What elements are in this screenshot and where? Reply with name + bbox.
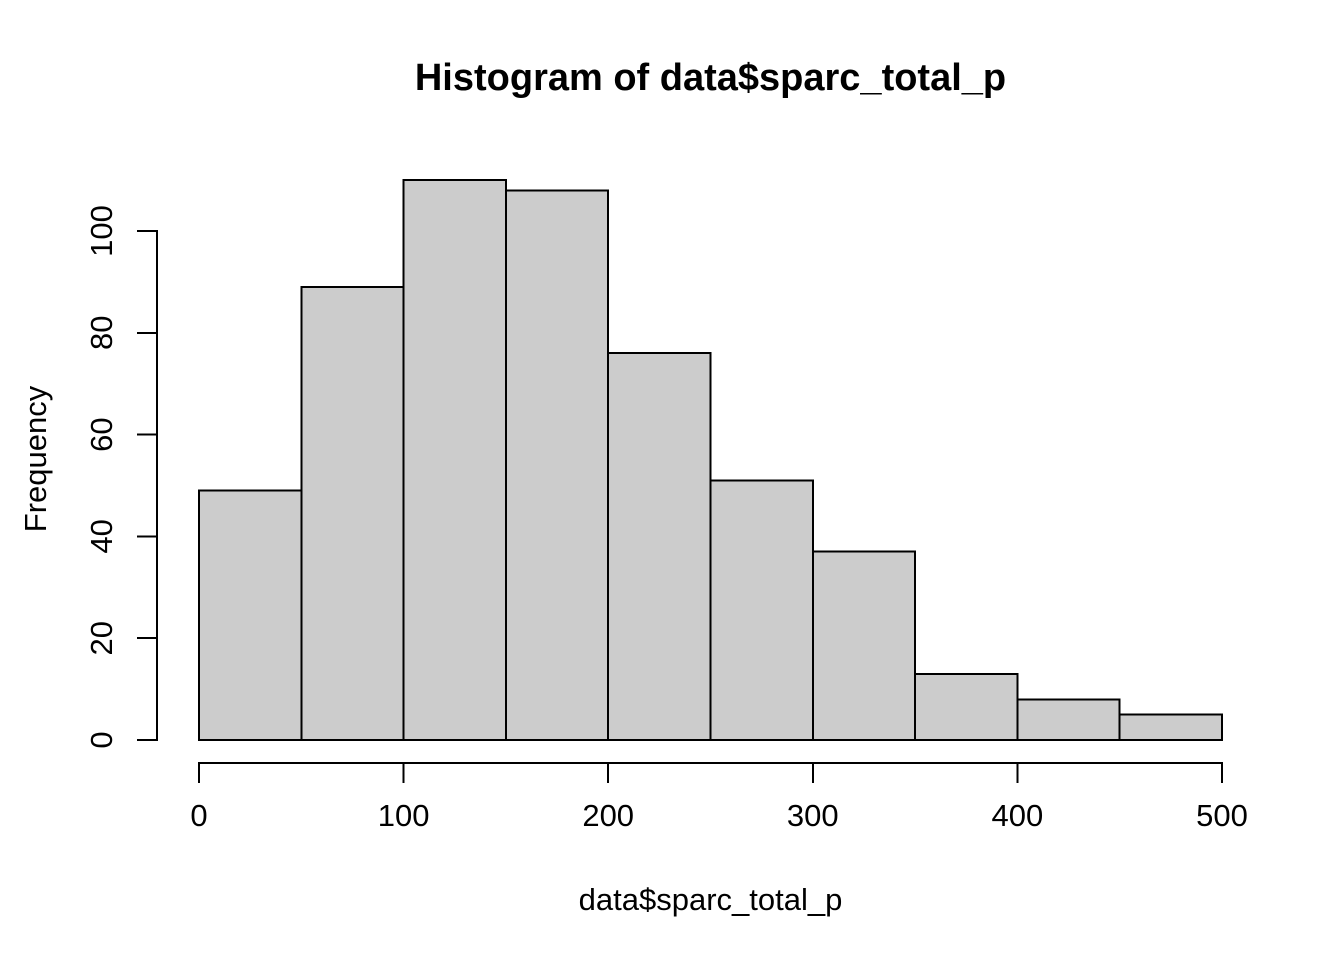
histogram-bar-0-50 xyxy=(198,489,303,741)
x-tick-label: 300 xyxy=(787,798,839,833)
x-tick-label: 500 xyxy=(1196,798,1248,833)
x-tick-label: 200 xyxy=(582,798,634,833)
y-tick-label: 0 xyxy=(84,731,119,748)
y-tick-label: 60 xyxy=(84,417,119,451)
chart-title: Histogram of data$sparc_total_p xyxy=(414,57,1007,99)
y-tick-label: 100 xyxy=(84,205,119,257)
y-tick-label: 80 xyxy=(84,316,119,350)
histogram-bar-250-300 xyxy=(709,479,814,741)
x-axis-label: data$sparc_total_p xyxy=(578,882,843,917)
x-tick-label: 400 xyxy=(992,798,1044,833)
x-tick-label: 100 xyxy=(378,798,430,833)
y-tick-label: 20 xyxy=(84,621,119,655)
histogram-bar-450-500 xyxy=(1118,713,1223,741)
y-tick-label: 40 xyxy=(84,519,119,553)
histogram-bar-50-100 xyxy=(300,285,405,741)
x-tick-label: 0 xyxy=(190,798,207,833)
histogram-bar-100-150 xyxy=(402,179,507,742)
histogram-bar-300-350 xyxy=(811,550,917,741)
histogram-bar-350-400 xyxy=(914,672,1019,742)
histogram-bar-150-200 xyxy=(504,189,610,741)
histogram-bar-200-250 xyxy=(607,352,712,741)
histogram-bar-400-450 xyxy=(1016,698,1121,742)
